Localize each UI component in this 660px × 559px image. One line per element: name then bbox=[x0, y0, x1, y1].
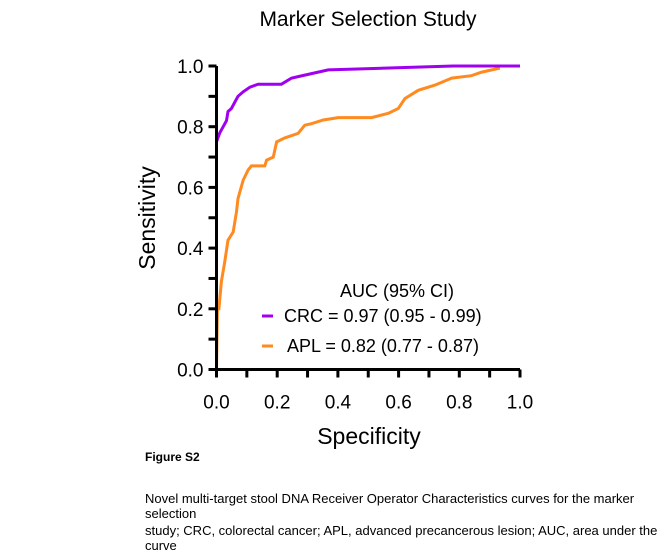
x-tick-label: 0.6 bbox=[385, 393, 411, 414]
y-tick-label: 0.0 bbox=[177, 361, 203, 382]
y-axis-label: Sensitivity bbox=[134, 166, 160, 270]
series-line-apl bbox=[215, 64, 520, 370]
y-tick-label: 0.6 bbox=[177, 178, 203, 199]
chart-title: Marker Selection Study bbox=[259, 8, 477, 31]
legend-entry-apl: APL = 0.82 (0.77 - 0.87) bbox=[287, 336, 479, 356]
legend: AUC (95% CI) CRC = 0.97 (0.95 - 0.99) AP… bbox=[262, 281, 482, 356]
y-tick-label: 0.8 bbox=[177, 118, 203, 139]
caption-line-2: study; CRC, colorectal cancer; APL, adva… bbox=[145, 523, 658, 553]
x-tick-label: 1.0 bbox=[507, 393, 533, 414]
x-tick-label: 0.8 bbox=[446, 393, 472, 414]
legend-title: AUC (95% CI) bbox=[340, 281, 454, 301]
y-tick-label: 1.0 bbox=[177, 57, 203, 78]
y-tick-label: 0.2 bbox=[177, 300, 203, 321]
legend-entry-crc: CRC = 0.97 (0.95 - 0.99) bbox=[284, 306, 482, 326]
caption-line-1: Novel multi-target stool DNA Receiver Op… bbox=[145, 491, 635, 521]
figure-label: Figure S2 bbox=[145, 450, 200, 464]
series-line-crc bbox=[215, 64, 520, 370]
x-axis-label: Specificity bbox=[317, 423, 421, 449]
y-tick-label: 0.4 bbox=[177, 239, 204, 260]
x-tick-label: 0.2 bbox=[264, 393, 290, 414]
x-tick-label: 0.4 bbox=[325, 393, 352, 414]
x-tick-label: 0.0 bbox=[203, 393, 229, 414]
